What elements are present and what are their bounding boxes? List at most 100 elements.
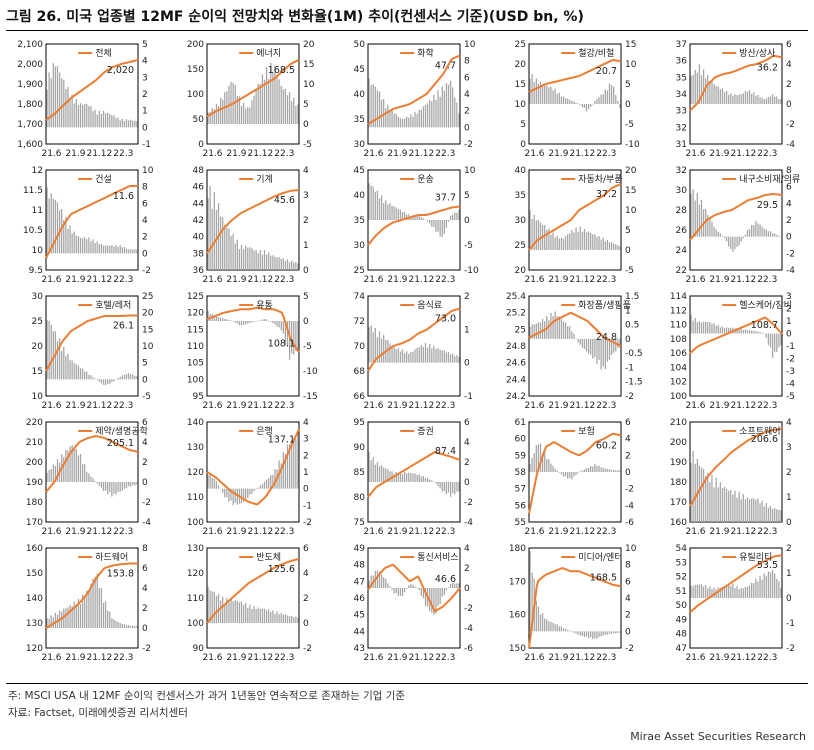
right-axis-tick: 6: [786, 40, 792, 50]
change-bar: [723, 585, 726, 598]
left-axis-tick: 90: [193, 644, 205, 654]
change-bar: [414, 215, 416, 220]
change-bar: [232, 601, 234, 623]
change-bar: [774, 573, 776, 598]
change-bar: [111, 114, 113, 128]
change-bar: [742, 588, 744, 598]
change-bar: [293, 97, 295, 124]
change-bar: [282, 89, 284, 124]
change-bar: [73, 231, 75, 254]
change-bar: [761, 226, 763, 237]
change-bar: [268, 477, 270, 489]
left-axis-tick: 200: [670, 438, 687, 448]
change-bar: [757, 581, 759, 598]
change-bar: [696, 72, 698, 104]
change-bar: [564, 322, 567, 339]
change-bar: [75, 605, 77, 628]
change-bar: [550, 463, 552, 472]
change-bar: [81, 238, 84, 254]
change-bar: [763, 99, 765, 104]
change-bar: [564, 236, 567, 250]
change-bar: [606, 338, 609, 362]
right-axis-tick: 0: [786, 594, 792, 604]
change-bar: [270, 612, 272, 623]
left-axis-tick: 10: [32, 246, 44, 256]
level-line: [689, 554, 783, 614]
change-bar: [548, 459, 550, 472]
change-bar: [104, 601, 107, 628]
change-bar: [401, 119, 404, 128]
change-bar: [418, 109, 420, 128]
change-bar: [761, 579, 763, 598]
change-bar: [297, 263, 299, 270]
change-bar: [596, 466, 598, 472]
change-bar: [378, 91, 381, 128]
change-bar: [535, 600, 537, 632]
change-bar: [533, 214, 535, 250]
change-bar: [610, 631, 613, 634]
left-axis-tick: 105: [187, 359, 204, 369]
change-bar: [602, 94, 604, 104]
change-bar: [426, 220, 429, 222]
x-axis-tick: 21.12: [408, 275, 434, 285]
right-axis-tick: 3: [303, 191, 309, 201]
change-bar: [230, 488, 232, 501]
change-bar: [717, 86, 719, 104]
change-bar: [608, 338, 611, 360]
x-axis-tick: 21.12: [569, 527, 595, 537]
change-bar: [88, 106, 90, 128]
change-bar: [539, 322, 542, 339]
change-bar: [719, 233, 721, 237]
change-bar: [278, 79, 280, 124]
change-bar: [215, 316, 218, 321]
change-bar: [748, 330, 751, 334]
left-axis-tick: 80: [354, 493, 366, 503]
last-value-label: 24.8: [596, 332, 617, 343]
change-bar: [399, 472, 402, 482]
change-bar: [245, 602, 247, 623]
x-axis-tick: 22.3: [435, 527, 455, 537]
change-bar: [372, 457, 374, 482]
change-bar: [554, 88, 556, 104]
left-axis-tick: 75: [354, 518, 365, 528]
left-axis-tick: 100: [187, 518, 204, 528]
x-axis-tick: 21.6: [202, 275, 222, 285]
change-bar: [226, 488, 228, 498]
change-bar: [73, 449, 75, 482]
left-axis-tick: 48: [354, 561, 366, 571]
change-bar: [215, 103, 218, 124]
change-bar: [617, 100, 619, 104]
plot-frame: [45, 295, 139, 397]
change-bar: [265, 610, 268, 623]
right-axis-tick: -5: [625, 120, 634, 130]
change-bar: [596, 338, 598, 364]
x-axis-tick: 21.9: [65, 653, 85, 663]
change-bar: [418, 216, 420, 220]
change-bar: [249, 247, 251, 270]
change-bar: [127, 120, 130, 128]
change-bar: [613, 243, 615, 250]
change-bar: [383, 577, 385, 588]
change-bar: [98, 110, 100, 128]
right-axis-tick: 2: [625, 611, 631, 621]
change-bar: [372, 332, 374, 363]
change-bar: [535, 445, 537, 472]
last-value-label: 47.7: [435, 61, 456, 72]
change-bar: [719, 482, 721, 522]
change-bar: [583, 469, 586, 472]
left-axis-tick: 45: [354, 166, 365, 176]
change-bar: [102, 602, 105, 628]
change-bar: [278, 257, 280, 270]
change-bar: [213, 109, 215, 124]
right-axis-tick: -4: [786, 140, 795, 150]
left-axis-tick: 170: [509, 577, 526, 587]
right-axis-tick: 0: [142, 123, 148, 133]
change-bar: [383, 467, 385, 482]
change-bar: [117, 247, 119, 254]
change-bar: [65, 89, 67, 128]
x-axis-tick: 22.3: [274, 653, 294, 663]
change-bar: [615, 631, 617, 634]
